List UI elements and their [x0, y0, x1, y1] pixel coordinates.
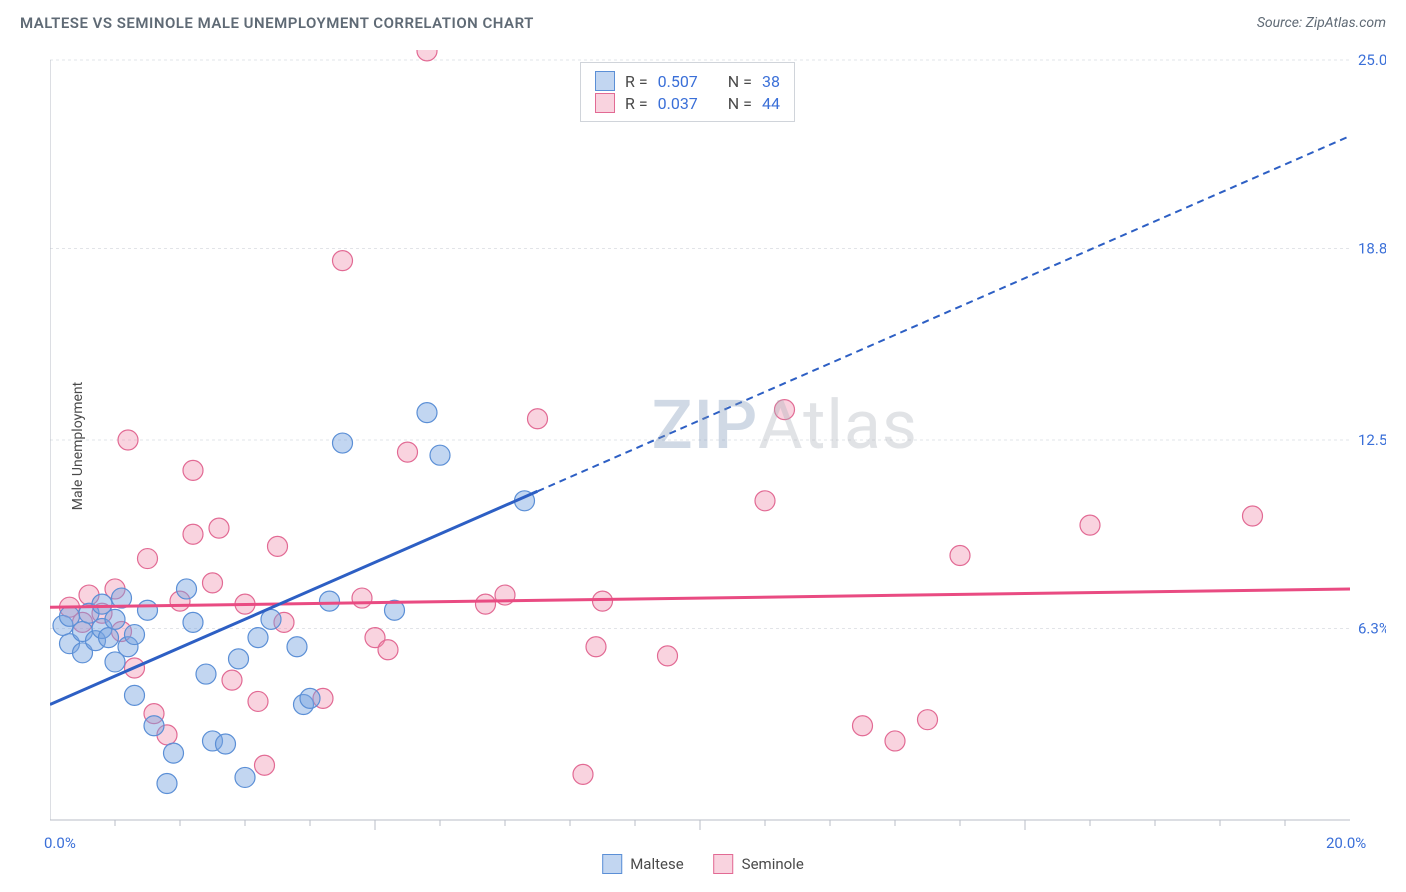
- maltese-point: [235, 767, 255, 787]
- maltese-n-value: 38: [762, 72, 780, 91]
- maltese-point: [138, 600, 158, 620]
- seminole-point: [183, 524, 203, 544]
- maltese-point: [320, 591, 340, 611]
- source-attribution: Source: ZipAtlas.com: [1257, 15, 1386, 31]
- x-max-label: 20.0%: [1326, 834, 1366, 852]
- seminole-point: [138, 549, 158, 569]
- legend-item-maltese: Maltese: [602, 854, 683, 874]
- r-label: R =: [625, 72, 648, 91]
- seminole-r-value: 0.037: [658, 94, 698, 113]
- maltese-point: [183, 612, 203, 632]
- maltese-point: [125, 685, 145, 705]
- seminole-point: [398, 442, 418, 462]
- seminole-point: [118, 430, 138, 450]
- seminole-point: [183, 460, 203, 480]
- maltese-point: [177, 579, 197, 599]
- source-name: ZipAtlas.com: [1306, 15, 1386, 31]
- legend-bottom: Maltese Seminole: [602, 854, 804, 874]
- seminole-point: [268, 536, 288, 556]
- correlation-stats-box: R = 0.507 N = 38 R = 0.037 N = 44: [580, 62, 795, 122]
- source-prefix: Source:: [1257, 15, 1306, 31]
- seminole-point: [658, 646, 678, 666]
- seminole-point: [203, 573, 223, 593]
- y-tick-label: 18.8%: [1358, 239, 1386, 257]
- maltese-point: [216, 734, 236, 754]
- seminole-point: [918, 710, 938, 730]
- seminole-point: [755, 491, 775, 511]
- seminole-point: [573, 764, 593, 784]
- seminole-point: [378, 640, 398, 660]
- seminole-point: [950, 546, 970, 566]
- seminole-point: [209, 518, 229, 538]
- stats-row-seminole: R = 0.037 N = 44: [595, 93, 780, 113]
- maltese-point: [287, 637, 307, 657]
- seminole-point: [333, 251, 353, 271]
- seminole-point: [593, 591, 613, 611]
- maltese-point: [300, 688, 320, 708]
- maltese-r-value: 0.507: [658, 72, 698, 91]
- seminole-point: [222, 670, 242, 690]
- seminole-legend-swatch: [714, 854, 734, 874]
- maltese-swatch: [595, 71, 615, 91]
- seminole-point: [885, 731, 905, 751]
- seminole-point: [853, 716, 873, 736]
- maltese-point: [125, 625, 145, 645]
- seminole-swatch: [595, 93, 615, 113]
- scatter-chart-svg: 6.3% 12.5% 18.8% 25.0%: [50, 50, 1386, 832]
- seminole-point: [586, 637, 606, 657]
- maltese-point: [229, 649, 249, 669]
- maltese-point: [157, 774, 177, 794]
- seminole-point: [248, 691, 268, 711]
- maltese-point: [417, 403, 437, 423]
- seminole-point: [417, 50, 437, 61]
- chart-area: 6.3%12.5%18.8%25.0% ZIPAtlas R =0.507N =…: [50, 50, 1386, 832]
- y-tick-label: 6.3%: [1358, 619, 1386, 637]
- x-min-label: 0.0%: [44, 834, 76, 852]
- maltese-point: [248, 628, 268, 648]
- legend-item-seminole: Seminole: [714, 854, 804, 874]
- chart-title: MALTESE VS SEMINOLE MALE UNEMPLOYMENT CO…: [20, 14, 534, 32]
- maltese-point: [333, 433, 353, 453]
- maltese-point: [196, 664, 216, 684]
- maltese-point: [105, 609, 125, 629]
- n-label: N =: [728, 72, 752, 91]
- maltese-point: [99, 628, 119, 648]
- seminole-legend-label: Seminole: [742, 855, 804, 873]
- maltese-trendline-dashed: [538, 136, 1351, 491]
- seminole-point: [775, 400, 795, 420]
- maltese-point: [164, 743, 184, 763]
- maltese-legend-label: Maltese: [630, 855, 683, 873]
- maltese-point: [144, 716, 164, 736]
- seminole-n-value: 44: [762, 94, 780, 113]
- maltese-legend-swatch: [602, 854, 622, 874]
- seminole-point: [1080, 515, 1100, 535]
- n-label: N =: [728, 94, 752, 113]
- seminole-point: [528, 409, 548, 429]
- y-tick-label: 25.0%: [1358, 51, 1386, 69]
- maltese-point: [430, 445, 450, 465]
- stats-row-maltese: R = 0.507 N = 38: [595, 71, 780, 91]
- r-label: R =: [625, 94, 648, 113]
- seminole-point: [476, 594, 496, 614]
- y-tick-label: 12.5%: [1358, 431, 1386, 449]
- seminole-point: [255, 755, 275, 775]
- seminole-point: [352, 588, 372, 608]
- seminole-point: [1243, 506, 1263, 526]
